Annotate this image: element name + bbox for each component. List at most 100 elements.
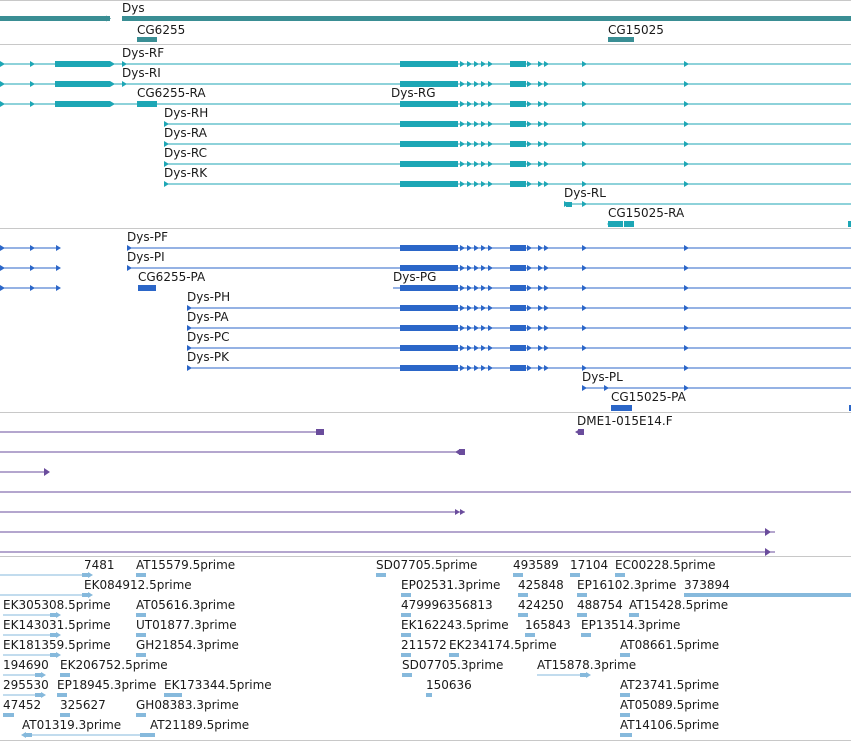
est-label[interactable]: 479996356813: [401, 598, 493, 612]
est-label[interactable]: EP18945.3prime: [57, 678, 157, 692]
est-label[interactable]: 47452: [3, 698, 42, 712]
est-label[interactable]: 150636: [426, 678, 472, 692]
est-label[interactable]: SD07705.5prime: [376, 558, 478, 572]
transcript-label[interactable]: Dys-RL: [564, 186, 606, 200]
transcript-label[interactable]: Dys-RF: [122, 46, 165, 60]
exon-box: [24, 733, 32, 737]
strand-arrow: [488, 121, 493, 127]
exon-box: [624, 221, 634, 227]
transcript-label[interactable]: Dys-PC: [187, 330, 230, 344]
exon-box: [3, 713, 14, 717]
est-label[interactable]: EP16102.3prime: [577, 578, 677, 592]
transcript-label[interactable]: Dys-PL: [582, 370, 623, 384]
strand-arrow: [481, 305, 486, 311]
est-label[interactable]: EP02531.3prime: [401, 578, 501, 592]
est-label[interactable]: EK084912.5prime: [84, 578, 192, 592]
exon-box: [611, 405, 629, 411]
exon-box: [510, 325, 526, 331]
transcript-label[interactable]: Dys-PA: [187, 310, 229, 324]
strand-arrow: [56, 265, 61, 271]
strand-arrow: [474, 365, 479, 371]
est-label[interactable]: AT05089.5prime: [620, 698, 720, 712]
transcript-label[interactable]: Dys-RA: [164, 126, 207, 140]
strand-arrow: [467, 61, 472, 67]
est-label[interactable]: EK173344.5prime: [164, 678, 272, 692]
transcript-label[interactable]: Dys-RC: [164, 146, 208, 160]
est-label[interactable]: AT15878.3prime: [537, 658, 637, 672]
est-label[interactable]: 425848: [518, 578, 564, 592]
est-label[interactable]: AT14106.5prime: [620, 718, 720, 732]
est-label[interactable]: AT21189.5prime: [150, 718, 250, 732]
est-label[interactable]: UT01877.3prime: [136, 618, 237, 632]
est-label[interactable]: 7481: [84, 558, 115, 572]
est-label[interactable]: GH08383.3prime: [136, 698, 239, 712]
exon-box: [82, 593, 90, 597]
est-label[interactable]: EK234174.5prime: [449, 638, 557, 652]
strand-arrow: [30, 265, 35, 271]
est-label[interactable]: AT08661.5prime: [620, 638, 720, 652]
exon-box: [626, 405, 632, 411]
transcript-label[interactable]: Dys-PI: [127, 250, 165, 264]
est-label[interactable]: EC00228.5prime: [615, 558, 716, 572]
transcript-label[interactable]: Dys-RH: [164, 106, 209, 120]
est-label[interactable]: 165843: [525, 618, 571, 632]
est-label[interactable]: AT01319.3prime: [22, 718, 122, 732]
strand-arrow: [582, 265, 587, 271]
est-label[interactable]: AT05616.3prime: [136, 598, 236, 612]
exon-box: [50, 613, 58, 617]
strand-arrow: [460, 325, 465, 331]
est-label[interactable]: EK305308.5prime: [3, 598, 111, 612]
transcript-label[interactable]: Dys-RI: [122, 66, 161, 80]
est-label[interactable]: 17104: [570, 558, 609, 572]
exon-box: [136, 613, 146, 617]
track-separator: [0, 412, 851, 413]
strand-arrow: [582, 325, 587, 331]
est-label[interactable]: EP13514.3prime: [581, 618, 681, 632]
est-label[interactable]: 194690: [3, 658, 49, 672]
est-label[interactable]: EK181359.5prime: [3, 638, 111, 652]
exon-box: [35, 673, 43, 677]
gene-label-dys[interactable]: Dys: [122, 1, 145, 15]
strand-arrow: [481, 161, 486, 167]
transcript-label[interactable]: CG6255-RA: [137, 86, 206, 100]
transcript-label[interactable]: CG15025-PA: [611, 390, 686, 404]
est-label[interactable]: AT23741.5prime: [620, 678, 720, 692]
strand-arrow: [56, 245, 61, 251]
est-label[interactable]: EK143031.5prime: [3, 618, 111, 632]
transcript-label[interactable]: Dys-PG: [393, 270, 437, 284]
est-label[interactable]: SD07705.3prime: [402, 658, 504, 672]
gene-label-cg15025[interactable]: CG15025: [608, 23, 664, 37]
est-label[interactable]: 325627: [60, 698, 106, 712]
est-label[interactable]: 211572: [401, 638, 447, 652]
transcript-label[interactable]: Dys-PK: [187, 350, 230, 364]
strand-arrow: [481, 245, 486, 251]
cdna-label[interactable]: DME1-015E14.F: [577, 414, 673, 428]
est-label[interactable]: 373894: [684, 578, 730, 592]
exon-box: [581, 633, 591, 637]
est-label[interactable]: AT15428.5prime: [629, 598, 729, 612]
strand-arrow: [474, 345, 479, 351]
strand-arrow: [110, 101, 115, 107]
est-label[interactable]: 493589: [513, 558, 559, 572]
transcript-label[interactable]: CG6255-PA: [138, 270, 206, 284]
est-label[interactable]: AT15579.5prime: [136, 558, 236, 572]
est-label[interactable]: EK162243.5prime: [401, 618, 509, 632]
transcript-label[interactable]: Dys-RK: [164, 166, 208, 180]
strand-arrow: [488, 365, 493, 371]
est-label[interactable]: EK206752.5prime: [60, 658, 168, 672]
exon-box: [55, 81, 110, 87]
strand-arrow: [460, 121, 465, 127]
strand-arrow: [765, 528, 771, 536]
transcript-label[interactable]: CG15025-RA: [608, 206, 685, 220]
transcript-label[interactable]: Dys-RG: [391, 86, 436, 100]
est-label[interactable]: 488754: [577, 598, 623, 612]
strand-arrow: [527, 181, 532, 187]
est-label[interactable]: GH21854.3prime: [136, 638, 239, 652]
transcript-label[interactable]: Dys-PH: [187, 290, 231, 304]
transcript-label[interactable]: Dys-PF: [127, 230, 169, 244]
est-label[interactable]: 424250: [518, 598, 564, 612]
gene-label-cg6255[interactable]: CG6255: [137, 23, 186, 37]
est-label[interactable]: 295530: [3, 678, 49, 692]
strand-arrow: [582, 101, 587, 107]
exon-box: [400, 161, 458, 167]
